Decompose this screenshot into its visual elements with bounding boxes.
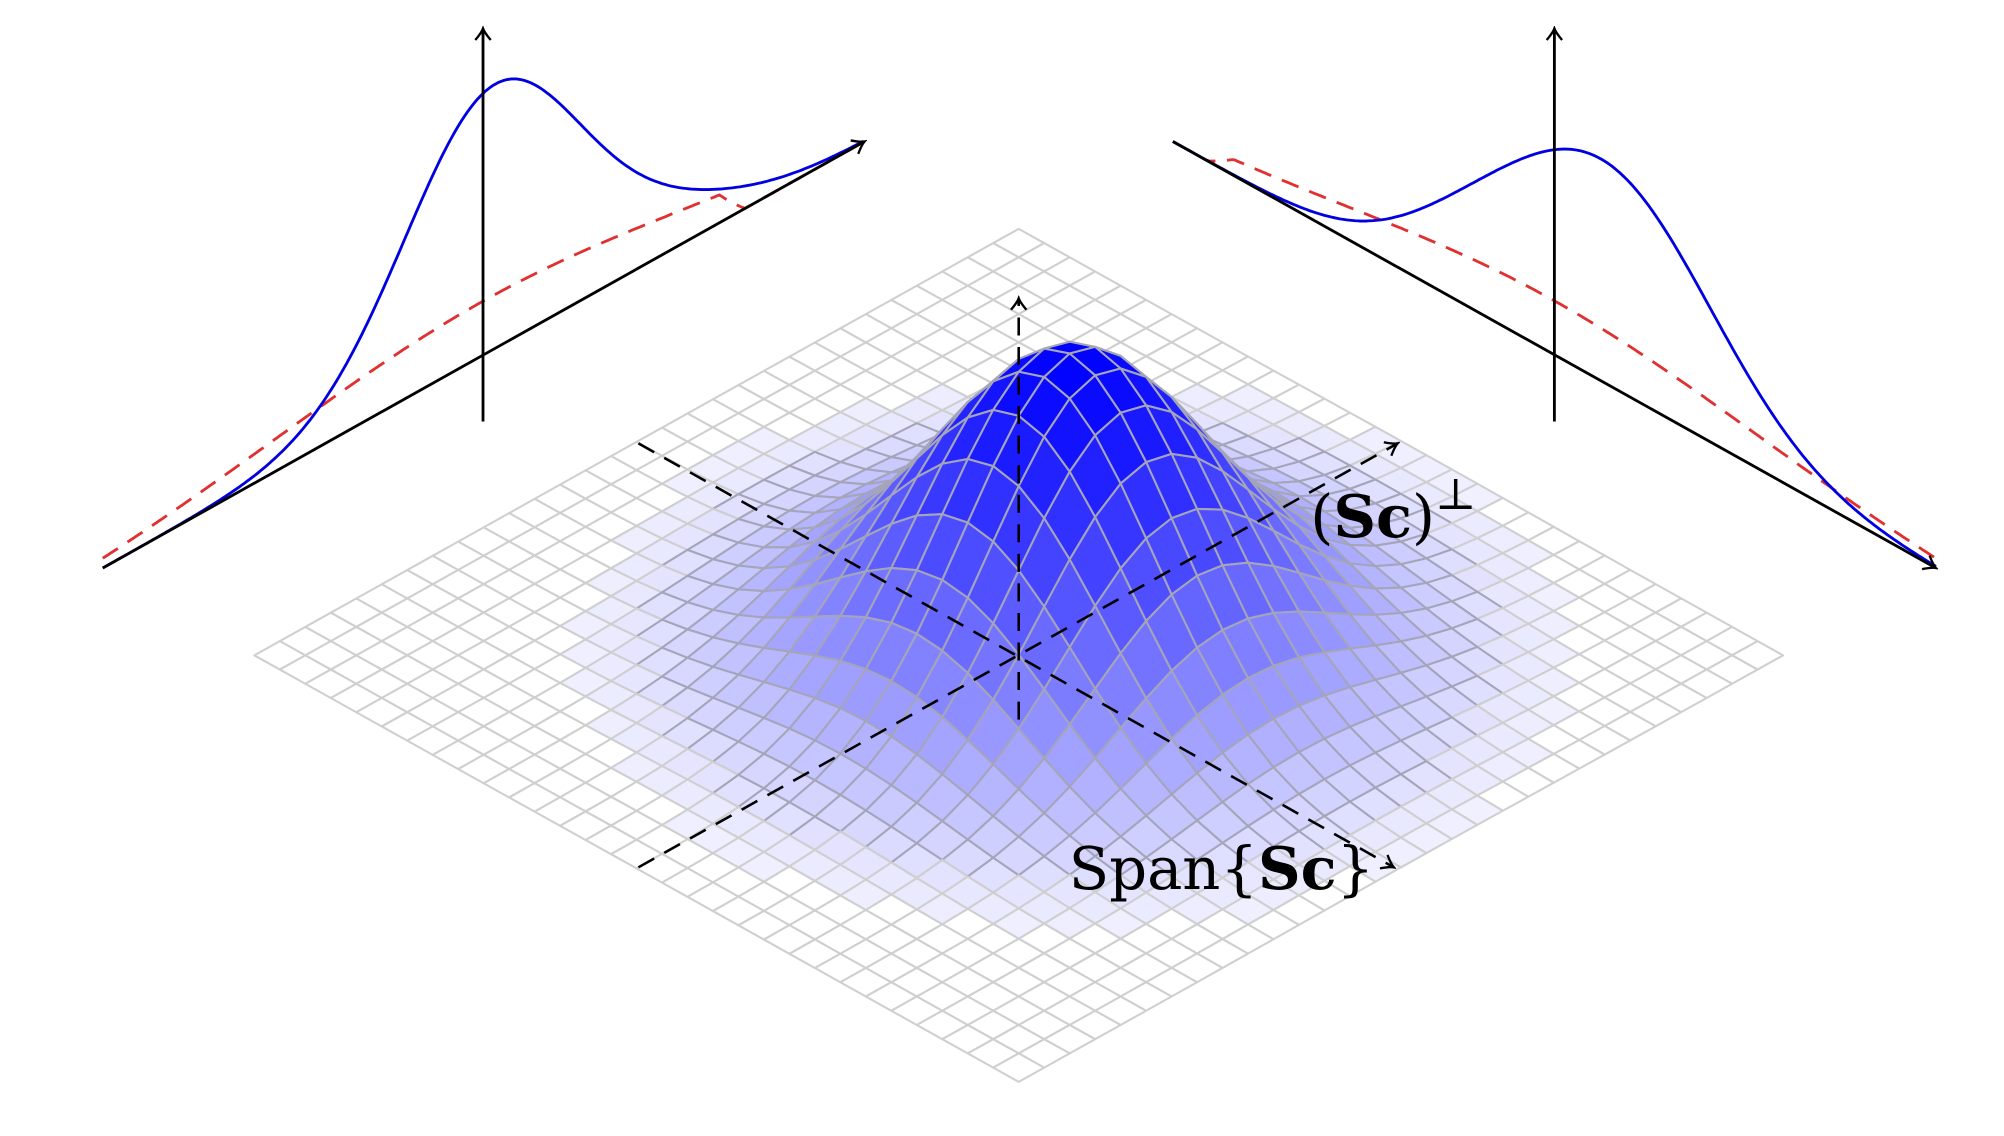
plot-axes (102, 28, 1936, 568)
span-axis (637, 442, 1393, 867)
label-part: ( (1310, 482, 1333, 551)
dashed-axes (637, 298, 1397, 869)
label-part: } (1337, 834, 1375, 903)
label-part: ) (1412, 482, 1435, 551)
surface (253, 227, 1785, 1083)
surface-cell (992, 1052, 1046, 1083)
label-part: ⊥ (1435, 469, 1476, 520)
label-part: Span{ (1069, 834, 1258, 903)
perp-label: (Sc)⊥ (1310, 469, 1476, 551)
span-label: Span{Sc} (1069, 834, 1374, 903)
label-part: Sc (1258, 834, 1337, 903)
perp-axis (637, 443, 1397, 869)
label-part: Sc (1333, 482, 1412, 551)
